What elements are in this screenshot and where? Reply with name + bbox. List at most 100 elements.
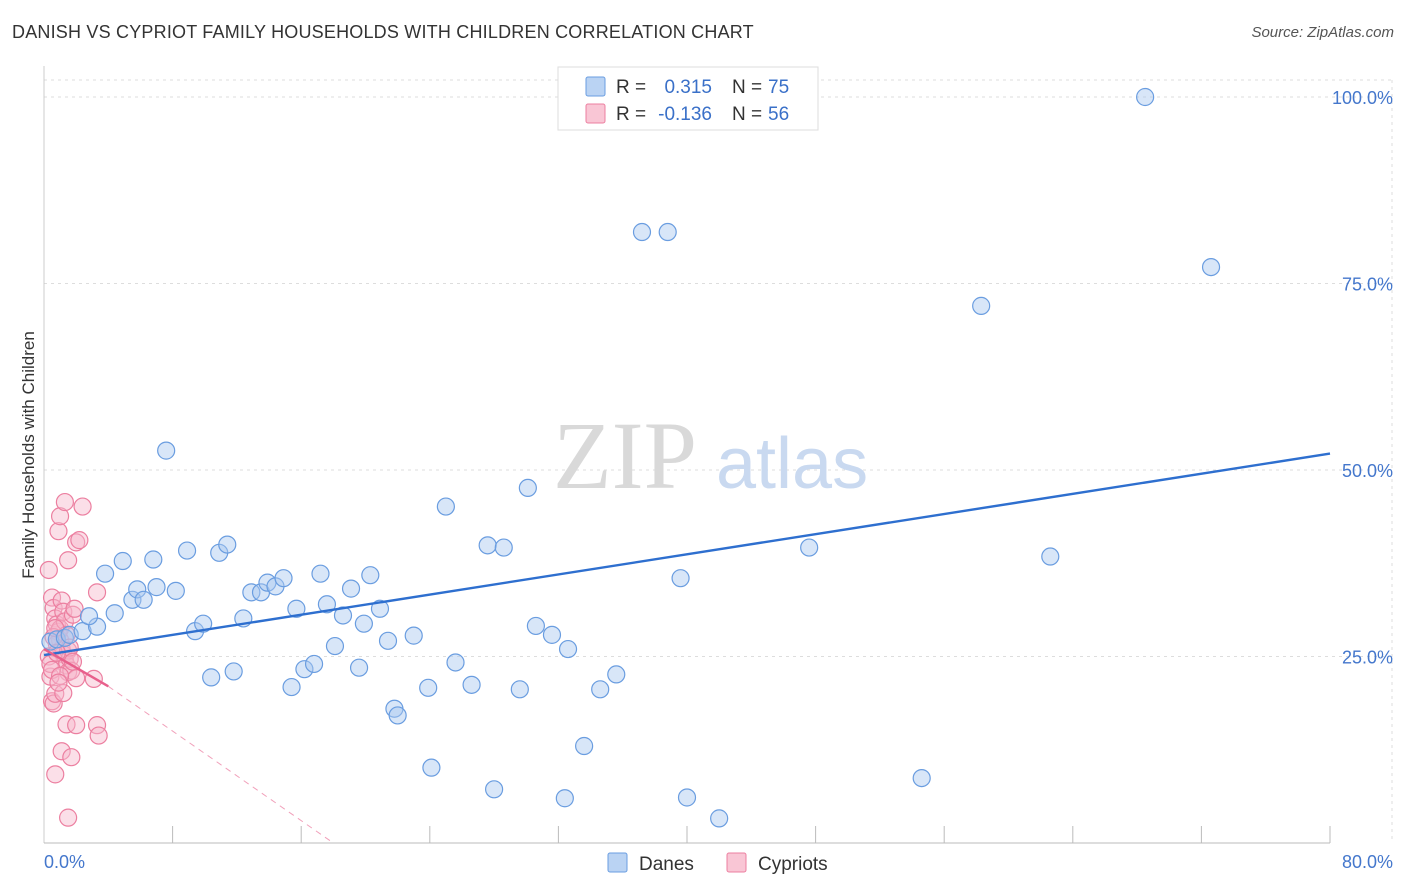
danes-point-64 — [632, 222, 652, 242]
danes-point-32 — [295, 660, 314, 679]
danes-point-29 — [274, 569, 293, 588]
danes-point-31 — [287, 599, 306, 618]
legend-cypriots-swatch — [585, 103, 606, 124]
cypriots-point-43 — [50, 666, 70, 685]
y-tick-label-75: 75.0% — [1342, 275, 1393, 295]
danes-point-39 — [349, 658, 369, 677]
watermark-atlas: atlas — [716, 424, 868, 504]
danes-point-23 — [224, 662, 243, 681]
watermark-zip: ZIP — [553, 402, 697, 509]
danes-point-16 — [166, 581, 185, 600]
danes-trend-line — [43, 452, 1331, 657]
cypriots-point-30 — [50, 507, 70, 526]
cypriots-point-44 — [54, 683, 73, 703]
cypriots-point-36 — [67, 669, 86, 688]
legend-cypriots-n-value: 56 — [768, 104, 789, 125]
danes-point-17 — [177, 541, 197, 560]
legend: R = 0.315 N = 75 R = -0.136 N = 56 — [557, 66, 819, 131]
danes-point-55 — [510, 680, 529, 699]
danes-point-14 — [157, 441, 176, 460]
danes-point-68 — [710, 809, 729, 828]
danes-point-12 — [134, 590, 153, 609]
bottom-legend-cypriots-label: Cypriots — [758, 854, 828, 875]
danes-point-50 — [446, 653, 465, 672]
danes-point-74 — [1201, 257, 1221, 277]
bottom-legend: Danes Cypriots — [607, 852, 828, 875]
y-axis-label: Family Households with Children — [19, 331, 38, 579]
danes-point-9 — [113, 551, 132, 571]
danes-point-38 — [341, 579, 361, 598]
danes-point-66 — [671, 569, 690, 588]
bottom-legend-danes-swatch — [607, 852, 628, 873]
legend-cypriots-n-label: N = — [732, 104, 762, 125]
cypriots-point-33 — [73, 497, 92, 516]
danes-point-60 — [558, 639, 578, 659]
danes-point-42 — [370, 599, 390, 618]
cypriots-point-55 — [49, 673, 68, 692]
legend-danes-swatch — [585, 76, 606, 97]
cypriots-trend-line — [43, 648, 109, 688]
danes-point-34 — [311, 564, 330, 583]
cypriots-point-31 — [55, 492, 74, 512]
danes-point-8 — [95, 564, 115, 583]
danes-point-45 — [388, 706, 407, 725]
danes-point-25 — [242, 583, 261, 602]
y-tick-label-50: 50.0% — [1342, 461, 1393, 481]
source-label: Source: ZipAtlas.com — [1251, 24, 1394, 41]
y-tick-labels: 25.0% 50.0% 75.0% 100.0% — [1332, 88, 1393, 668]
legend-cypriots-r-value: -0.136 — [658, 104, 712, 125]
cypriots-point-17 — [49, 522, 68, 541]
cypriots-point-49 — [62, 748, 81, 767]
danes-point-53 — [485, 780, 504, 799]
cypriots-point-50 — [67, 716, 86, 735]
bottom-legend-cypriots-swatch — [726, 852, 747, 873]
danes-point-65 — [658, 222, 677, 242]
cypriots-point-28 — [67, 533, 86, 552]
danes-point-54 — [494, 538, 513, 557]
cypriots-point-38 — [41, 654, 60, 674]
x-tick-label-min: 0.0% — [44, 852, 85, 872]
legend-danes-n-label: N = — [732, 77, 762, 98]
y-tick-label-100: 100.0% — [1332, 88, 1393, 108]
cypriots-point-46 — [46, 765, 65, 784]
danes-point-62 — [591, 680, 610, 699]
cypriots-point-51 — [87, 583, 107, 602]
danes-point-36 — [325, 636, 345, 656]
danes-point-41 — [361, 566, 380, 585]
danes-point-22 — [218, 535, 237, 554]
danes-point-63 — [607, 665, 626, 684]
danes-point-51 — [462, 675, 481, 694]
danes-point-33 — [304, 654, 324, 674]
legend-danes-r-label: R = — [616, 77, 646, 98]
danes-point-20 — [202, 668, 221, 687]
danes-point-72 — [1041, 547, 1060, 566]
axes — [43, 66, 1393, 844]
danes-point-52 — [478, 536, 497, 555]
cypriots-series — [39, 492, 108, 827]
cypriots-point-27 — [65, 599, 84, 618]
danes-series — [41, 87, 1221, 828]
cypriots-trend-extension — [108, 685, 334, 844]
danes-point-30 — [282, 677, 301, 697]
danes-point-57 — [526, 616, 545, 636]
danes-point-69 — [800, 538, 819, 557]
grid-lines — [44, 79, 1392, 657]
danes-point-56 — [518, 478, 537, 498]
trend-lines — [43, 452, 1331, 844]
cypriots-point-45 — [52, 742, 71, 761]
cypriots-point-47 — [57, 715, 76, 734]
danes-point-11 — [128, 580, 147, 599]
danes-point-61 — [575, 736, 594, 756]
cypriots-point-54 — [89, 726, 108, 745]
danes-point-15 — [147, 578, 166, 597]
y-tick-label-25: 25.0% — [1342, 648, 1393, 668]
danes-point-70 — [912, 768, 931, 788]
danes-point-47 — [419, 678, 438, 697]
danes-point-43 — [378, 631, 398, 650]
legend-cypriots-r-label: R = — [616, 104, 646, 125]
danes-point-7 — [105, 604, 124, 623]
danes-point-46 — [404, 626, 423, 645]
cypriots-point-0 — [39, 560, 58, 580]
danes-point-6 — [79, 607, 99, 626]
